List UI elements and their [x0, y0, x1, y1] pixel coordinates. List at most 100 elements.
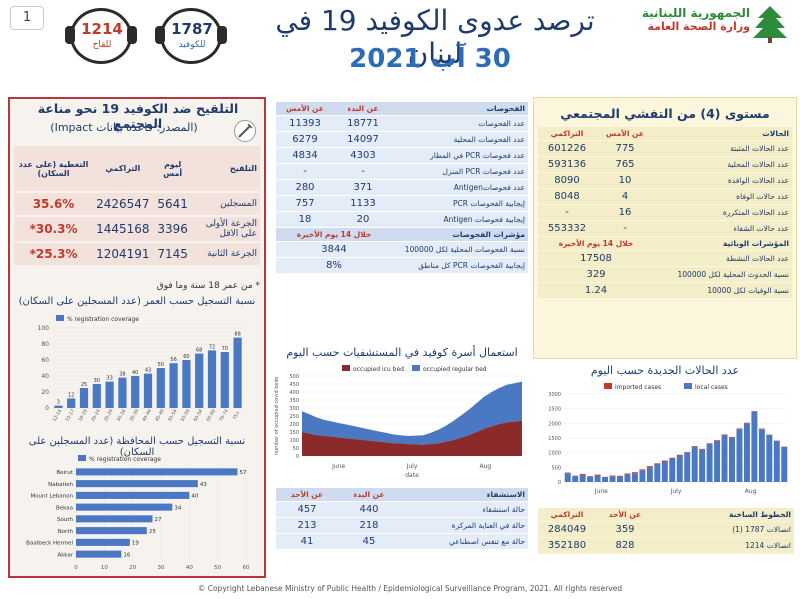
- vaccination-note: * من عمر 18 سنة وما فوق: [156, 281, 260, 291]
- bar-imported: [602, 476, 609, 478]
- x-axis-label: date: [405, 472, 419, 479]
- report-date: 30 آب 2021: [349, 44, 511, 74]
- table-row: خلال 14 يوم الأخيرة مؤشرات الفحوصات: [276, 227, 528, 242]
- x-tick-label: 60-64: [192, 408, 204, 422]
- data-label: 34: [174, 505, 181, 511]
- data-label: 43: [145, 368, 151, 374]
- copyright-notice: © Copyright Lebanese Ministry of Public …: [197, 584, 623, 593]
- age-registration-chart: % registration coverage 0 20 40 60 80 100 3 12-1…: [38, 315, 244, 423]
- cell-since-start: 45: [338, 533, 400, 550]
- ministry-name: الجمهورية اللبنانية وزارة الصحة العامة: [632, 6, 750, 33]
- indicator-label: نسبة الفحوصات المحلية لكل 100000: [392, 241, 528, 258]
- cell-label: الجرعة الأولى على الاقل: [192, 216, 260, 243]
- bar-imported: [714, 440, 721, 441]
- new-cases-chart-title: عدد الحالات الجديدة حسب اليوم: [590, 364, 740, 377]
- bar-imported: [639, 469, 646, 471]
- cell-cumulative: 2426547: [93, 192, 153, 217]
- table-row: 4834 4303 عدد فحوصات PCR في المطار: [276, 147, 528, 164]
- bar-imported: [579, 473, 586, 475]
- covid-hotline-badge: 1787 للكوفيد: [150, 8, 236, 66]
- indicator-label: نسبة الحدوث المحلية لكل 100000: [654, 266, 792, 283]
- legend-label: occupied regular bed: [423, 366, 487, 373]
- cell-yesterday: 7145: [152, 242, 193, 267]
- data-label: 27: [155, 517, 162, 523]
- table-row: 757 1133 إيجابية الفحوصات PCR: [276, 195, 528, 212]
- bar: [143, 373, 153, 408]
- x-tick-label: 60: [243, 565, 250, 571]
- vaccination-source: (المصدر: قاعدة بيانات Impact): [50, 121, 198, 134]
- page-number: 1: [10, 6, 44, 30]
- y-tick-label: 100: [38, 325, 50, 332]
- cell-cumulative: 1204191: [93, 242, 153, 267]
- cell-label: عدد فحوصات PCR في المطار: [392, 147, 528, 164]
- indicator-label: عدد الحالات النشطة: [654, 250, 792, 267]
- hospital-chart-title: استعمال أسرة كوفيد في المستشفيات حسب الي…: [286, 346, 518, 359]
- bar-local: [684, 452, 691, 482]
- header-yesterday: عن الأمس: [596, 127, 654, 141]
- table-row: 18 20 إيجابية فحوصات Antigen: [276, 211, 528, 228]
- bar-local: [751, 411, 758, 482]
- table-row: 601226 775 عدد الحالات المثبتة: [538, 140, 792, 157]
- x-tick-label: 15-17: [64, 408, 76, 422]
- data-label: 3: [57, 400, 60, 406]
- cell-since-start: 1133: [334, 195, 392, 212]
- vaccination-table: التغطية (على عدد السكان) التراكمي ليوم أ…: [14, 146, 260, 267]
- cell-yesterday: -: [276, 163, 334, 180]
- bar-imported: [669, 457, 676, 459]
- y-tick-label: 500: [289, 374, 299, 380]
- page-title: ترصد عدوى الكوفيد 19 في لبنان: [275, 4, 595, 70]
- table-row: 8048 4 عدد حالات الوفاة: [538, 188, 792, 205]
- bar: [195, 353, 204, 408]
- indicator-label: نسبة الوفيات لكل 10000: [654, 282, 792, 299]
- indicator-value: 8%: [276, 257, 392, 274]
- table-row: 17508 عدد الحالات النشطة: [538, 250, 792, 267]
- hospitalization-table: عن الأحد عن البدء الاستشفاء 457 440 حالة ا…: [276, 488, 528, 550]
- x-tick-label: 40: [186, 565, 193, 571]
- bar-imported: [691, 446, 698, 447]
- bar: [92, 384, 101, 408]
- vaccine-hotline-number: 1214: [81, 20, 123, 38]
- covid-hotline-number: 1787: [171, 20, 213, 38]
- data-label: 12: [68, 392, 74, 398]
- table-row: 280 371 عدد فحوصاتAntigen: [276, 179, 528, 196]
- cell-since-start: -: [334, 163, 392, 180]
- table-row: 3844 نسبة الفحوصات المحلية لكل 100000: [276, 241, 528, 258]
- bar-local: [609, 476, 616, 482]
- cell-cumulative: 601226: [538, 140, 596, 157]
- cell-yesterday: 10: [596, 172, 654, 189]
- table-row: 35.6% 2426547 5641 المسجلين: [14, 192, 260, 217]
- bar-imported: [631, 472, 638, 474]
- table-row: التراكمي عن الأمس الحالات: [538, 127, 792, 141]
- bar: [76, 491, 190, 499]
- community-title: مستوى (4) من التفشي المجتمعي: [560, 106, 770, 121]
- cell-label: المسجلين: [192, 192, 260, 217]
- bar-local: [639, 470, 646, 482]
- header-coverage: التغطية (على عدد السكان): [14, 146, 94, 193]
- cell-cumulative: 352180: [538, 537, 596, 554]
- data-label: 19: [132, 541, 139, 547]
- bar-imported: [699, 448, 706, 450]
- vaccine-hotline-badge: 1214 للقاح: [60, 8, 146, 66]
- cell-label: إيجابية الفحوصات PCR: [392, 195, 528, 212]
- cell-yesterday: 3396: [152, 216, 193, 243]
- bar-local: [766, 435, 773, 482]
- data-label: 70: [222, 346, 228, 352]
- bar-local: [781, 446, 788, 482]
- bar: [76, 503, 173, 511]
- data-label: 40: [191, 494, 198, 500]
- bar-imported: [743, 422, 750, 424]
- x-tick-label: 30-34: [116, 408, 128, 422]
- y-tick-label: Nabatieh: [48, 482, 73, 488]
- y-tick-label: 40: [41, 373, 49, 380]
- indicator-label: إيجابية الفحوصات PCR كل مناطق: [392, 257, 528, 274]
- legend-label: % registration coverage: [89, 456, 161, 463]
- bar-local: [572, 476, 579, 482]
- data-label: 60: [183, 354, 189, 360]
- area-icu-beds: [302, 420, 522, 456]
- bar-local: [729, 438, 735, 482]
- bar-local: [624, 474, 631, 482]
- table-row: 329 نسبة الحدوث المحلية لكل 100000: [538, 266, 792, 283]
- data-label: 40: [132, 370, 138, 376]
- bar: [220, 352, 229, 408]
- x-tick-label: 0: [74, 565, 78, 571]
